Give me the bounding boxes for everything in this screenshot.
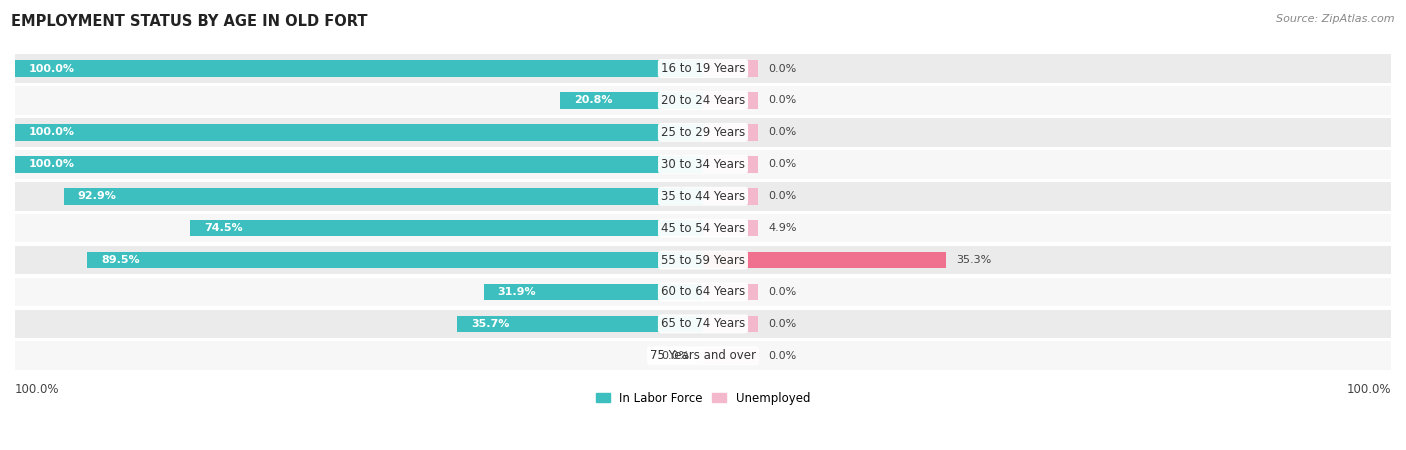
- Text: 0.0%: 0.0%: [768, 127, 797, 137]
- Text: 100.0%: 100.0%: [15, 383, 59, 396]
- Text: 0.0%: 0.0%: [661, 351, 689, 361]
- Bar: [703, 60, 758, 77]
- Text: 0.0%: 0.0%: [768, 191, 797, 201]
- Text: 74.5%: 74.5%: [204, 223, 243, 233]
- Text: 0.0%: 0.0%: [768, 319, 797, 329]
- Bar: [703, 92, 758, 109]
- Bar: [703, 220, 758, 236]
- Bar: [15, 278, 1391, 306]
- Bar: [15, 156, 703, 173]
- Bar: [15, 54, 1391, 83]
- Text: 100.0%: 100.0%: [1347, 383, 1391, 396]
- Text: 25 to 29 Years: 25 to 29 Years: [661, 126, 745, 139]
- Text: 0.0%: 0.0%: [768, 63, 797, 73]
- Legend: In Labor Force, Unemployed: In Labor Force, Unemployed: [591, 387, 815, 410]
- Bar: [15, 118, 1391, 147]
- Text: 89.5%: 89.5%: [101, 255, 139, 265]
- Bar: [15, 246, 1391, 274]
- Text: 60 to 64 Years: 60 to 64 Years: [661, 285, 745, 298]
- Text: 45 to 54 Years: 45 to 54 Years: [661, 222, 745, 234]
- Bar: [457, 315, 703, 332]
- Bar: [15, 310, 1391, 338]
- Text: 0.0%: 0.0%: [768, 287, 797, 297]
- Text: 100.0%: 100.0%: [28, 63, 75, 73]
- Bar: [15, 86, 1391, 115]
- Bar: [560, 92, 703, 109]
- Bar: [15, 124, 703, 141]
- Bar: [703, 156, 758, 173]
- Bar: [703, 124, 758, 141]
- Text: 35.7%: 35.7%: [471, 319, 509, 329]
- Text: 30 to 34 Years: 30 to 34 Years: [661, 158, 745, 171]
- Text: 100.0%: 100.0%: [28, 159, 75, 169]
- Text: 35.3%: 35.3%: [956, 255, 991, 265]
- Bar: [703, 315, 758, 332]
- Text: 0.0%: 0.0%: [768, 159, 797, 169]
- Text: 20.8%: 20.8%: [574, 95, 612, 105]
- Text: 4.9%: 4.9%: [768, 223, 797, 233]
- Bar: [15, 342, 1391, 370]
- Text: 75 Years and over: 75 Years and over: [650, 349, 756, 362]
- Text: 100.0%: 100.0%: [28, 127, 75, 137]
- Bar: [703, 347, 758, 364]
- Text: 16 to 19 Years: 16 to 19 Years: [661, 62, 745, 75]
- Text: 0.0%: 0.0%: [768, 95, 797, 105]
- Bar: [15, 60, 703, 77]
- Bar: [703, 284, 758, 300]
- Text: 35 to 44 Years: 35 to 44 Years: [661, 190, 745, 203]
- Bar: [63, 188, 703, 204]
- Bar: [703, 252, 946, 268]
- Text: 20 to 24 Years: 20 to 24 Years: [661, 94, 745, 107]
- Text: 0.0%: 0.0%: [768, 351, 797, 361]
- Text: 65 to 74 Years: 65 to 74 Years: [661, 317, 745, 330]
- Text: 31.9%: 31.9%: [498, 287, 536, 297]
- Text: 55 to 59 Years: 55 to 59 Years: [661, 253, 745, 266]
- Bar: [15, 214, 1391, 243]
- Text: 92.9%: 92.9%: [77, 191, 117, 201]
- Bar: [15, 150, 1391, 179]
- Text: EMPLOYMENT STATUS BY AGE IN OLD FORT: EMPLOYMENT STATUS BY AGE IN OLD FORT: [11, 14, 368, 28]
- Bar: [190, 220, 703, 236]
- Bar: [87, 252, 703, 268]
- Bar: [15, 182, 1391, 211]
- Bar: [484, 284, 703, 300]
- Bar: [703, 188, 758, 204]
- Text: Source: ZipAtlas.com: Source: ZipAtlas.com: [1277, 14, 1395, 23]
